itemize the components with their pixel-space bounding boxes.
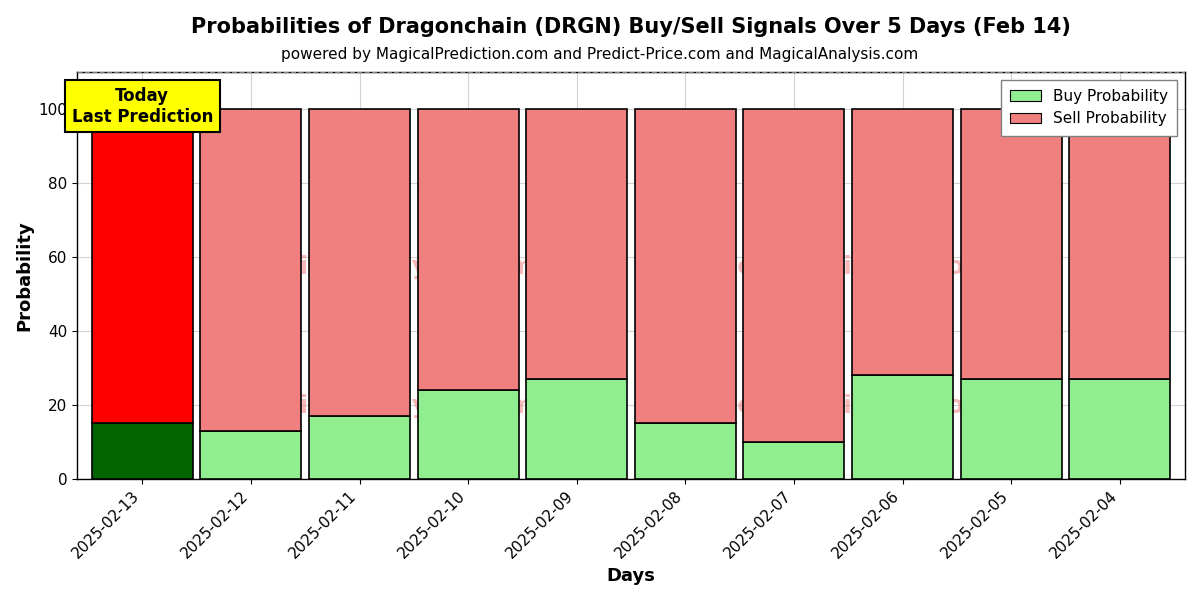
Bar xyxy=(635,424,736,479)
Bar xyxy=(744,109,845,442)
Bar xyxy=(1069,379,1170,479)
Bar xyxy=(310,109,410,416)
Title: Probabilities of Dragonchain (DRGN) Buy/Sell Signals Over 5 Days (Feb 14): Probabilities of Dragonchain (DRGN) Buy/… xyxy=(191,17,1072,37)
Bar xyxy=(961,379,1062,479)
Bar xyxy=(92,424,193,479)
Bar xyxy=(1069,109,1170,379)
Bar xyxy=(92,109,193,424)
Bar xyxy=(200,109,301,431)
Text: Today
Last Prediction: Today Last Prediction xyxy=(72,87,214,125)
Bar xyxy=(635,109,736,424)
Bar xyxy=(200,431,301,479)
Bar xyxy=(527,379,628,479)
Bar xyxy=(961,109,1062,379)
Bar xyxy=(418,109,518,390)
Text: MagicalAnalysis.com: MagicalAnalysis.com xyxy=(240,394,534,418)
Text: MagicalPrediction.com: MagicalPrediction.com xyxy=(670,255,991,279)
X-axis label: Days: Days xyxy=(607,567,655,585)
Bar xyxy=(852,375,953,479)
Bar xyxy=(852,109,953,375)
Bar xyxy=(527,109,628,379)
Text: powered by MagicalPrediction.com and Predict-Price.com and MagicalAnalysis.com: powered by MagicalPrediction.com and Pre… xyxy=(281,47,919,62)
Text: MagicalAnalysis.com: MagicalAnalysis.com xyxy=(240,255,534,279)
Bar xyxy=(310,416,410,479)
Bar xyxy=(744,442,845,479)
Bar xyxy=(418,390,518,479)
Y-axis label: Probability: Probability xyxy=(14,220,32,331)
Text: MagicalPrediction.com: MagicalPrediction.com xyxy=(670,394,991,418)
Legend: Buy Probability, Sell Probability: Buy Probability, Sell Probability xyxy=(1001,80,1177,136)
